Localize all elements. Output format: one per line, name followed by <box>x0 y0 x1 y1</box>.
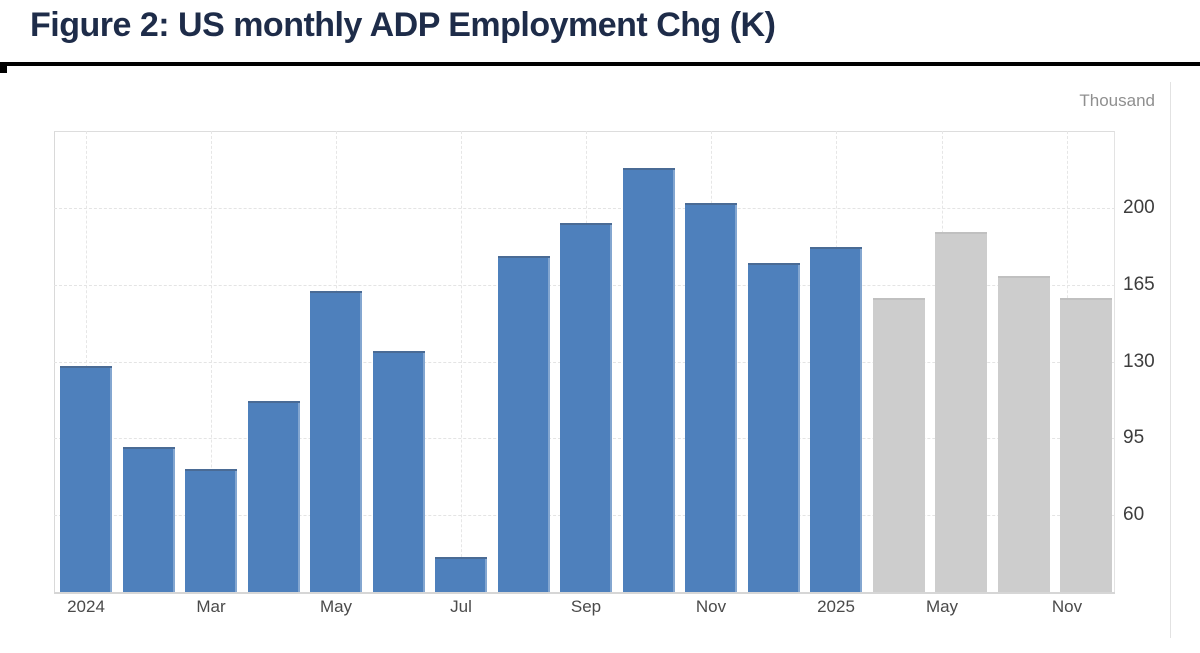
title-divider <box>0 62 1200 66</box>
bar-mar-2024 <box>185 469 237 592</box>
bar-aug-2024 <box>497 256 550 592</box>
bar-nov-2025 <box>1060 297 1112 592</box>
bar-jul-2024 <box>435 556 487 592</box>
y-tick-label-200: 200 <box>1123 196 1155 218</box>
y-tick-label-165: 165 <box>1123 273 1155 295</box>
x-axis-line <box>54 592 1115 594</box>
chart-frame-right-edge <box>1170 82 1171 638</box>
bar-feb-2025 <box>872 297 925 592</box>
y-tick-label-130: 130 <box>1123 350 1155 372</box>
y-axis-unit-label: Thousand <box>1079 91 1155 110</box>
x-tick-label-Mar: Mar <box>196 597 226 616</box>
x-tick-label-Nov: Nov <box>695 597 727 616</box>
x-gridline-Jul <box>461 131 462 592</box>
bar-jan-2024 <box>60 365 112 592</box>
bar-feb-2024 <box>122 447 175 592</box>
x-tick-label-Nov: Nov <box>1051 597 1083 616</box>
x-tick-label-Jul: Jul <box>450 597 472 616</box>
bar-jan-2025 <box>810 247 862 592</box>
x-tick-label-2025: 2025 <box>817 597 855 616</box>
y-gridline-200 <box>54 207 1115 209</box>
bar-apr-2024 <box>247 401 300 592</box>
bar-jun-2024 <box>372 350 425 592</box>
x-gridline-Mar <box>211 131 212 592</box>
bar-nov-2024 <box>685 203 737 592</box>
bar-oct-2024 <box>622 168 675 592</box>
bar-may-2025 <box>935 231 987 592</box>
bar-sep-2024 <box>560 223 612 592</box>
x-tick-label-May: May <box>319 597 353 616</box>
x-tick-label-May: May <box>925 597 959 616</box>
y-tick-label-95: 95 <box>1123 427 1145 449</box>
x-tick-label-2024: 2024 <box>67 597 105 616</box>
title-divider-end-notch <box>0 62 7 73</box>
figure-title: Figure 2: US monthly ADP Employment Chg … <box>30 6 776 44</box>
y-tick-label-60: 60 <box>1123 504 1145 526</box>
bar-aug-2025 <box>997 275 1050 592</box>
bar-dec-2024 <box>747 262 800 592</box>
bar-may-2024 <box>310 291 362 592</box>
x-gridline-2024 <box>86 131 87 592</box>
x-tick-label-Sep: Sep <box>570 597 602 616</box>
